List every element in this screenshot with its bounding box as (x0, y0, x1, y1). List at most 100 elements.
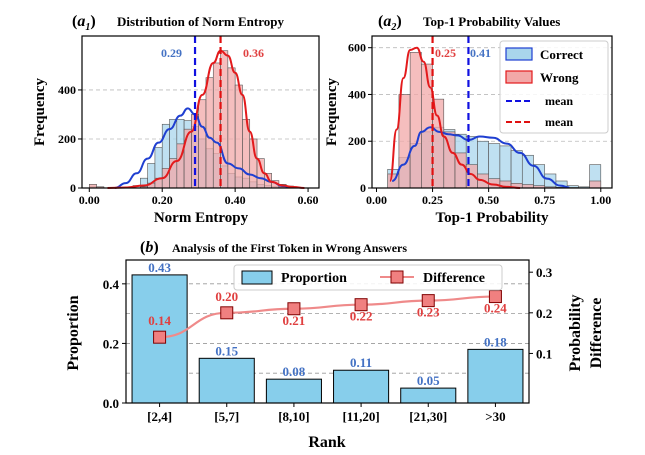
a2-legend-wrong-swatch (505, 70, 533, 84)
panel-a2: (a2) Top-1 Probability Values 0.00 0.25 0.… (324, 13, 613, 226)
a2-bar-wrong (421, 63, 433, 189)
a1-plot-frame (81, 35, 320, 189)
a2-legend-mean-red-label: mean (545, 115, 573, 129)
a2-legend-box (499, 40, 609, 134)
a1-xtick-label: 0.60 (298, 193, 319, 207)
b-bar-value-label: 0.18 (484, 334, 507, 349)
a2-legend-wrong-label: Wrong (540, 70, 579, 85)
a2-xtick-label: 1.00 (590, 193, 611, 207)
b-difference-value-label: 0.21 (283, 313, 306, 328)
a2-mean-correct-label: 0.41 (470, 46, 491, 60)
a1-title: Distribution of Norm Entropy (117, 14, 284, 29)
a1-bar-wrong (227, 67, 236, 189)
a1-ytick-label: 0 (70, 181, 76, 195)
b-bar-value-label: 0.08 (283, 364, 306, 379)
a2-mean-lines (431, 36, 470, 188)
a2-ytick-label: 200 (348, 134, 366, 148)
b-xtick-label: [5,7] (214, 409, 239, 424)
a2-plot-frame (371, 35, 613, 189)
a2-ytick-label: 0 (360, 181, 366, 195)
a1-bar-wrong (198, 99, 207, 189)
b-difference-marker (287, 302, 301, 316)
b-bar (265, 378, 322, 404)
a1-mean-lines (193, 36, 222, 188)
b-title-label: (b) (140, 239, 159, 256)
b-bar (400, 387, 457, 404)
b-y-ticks-left: 0.0 0.2 0.4 (103, 277, 126, 411)
b-legend-difference-label: Difference (423, 271, 485, 286)
a1-xtick-label: 0.40 (225, 193, 246, 207)
a2-legend-mean-blue-label: mean (545, 94, 573, 108)
b-ylabel-right-line1: Probability (567, 294, 584, 371)
a2-xtick-label: 0.00 (366, 193, 387, 207)
b-difference-marker (421, 294, 435, 308)
b-ylabel-left: Proportion (65, 295, 82, 370)
b-ylabel-right-line2: Difference (588, 298, 605, 369)
a2-title: Top-1 Probability Values (423, 14, 560, 29)
a2-xtick-label: 0.25 (422, 193, 443, 207)
a2-title-label: (a2) (378, 13, 402, 33)
a1-ytick-label: 200 (58, 132, 76, 146)
b-proportion-bars (131, 274, 524, 404)
panel-b: (b) Analysis of the First Token in Wrong… (65, 239, 605, 451)
b-ytick-label: 0.0 (103, 396, 119, 411)
panel-a1: (a1) Distribution of Norm Entropy 0.00 0.… (32, 13, 320, 226)
a1-ylabel: Frequency (32, 77, 48, 146)
b-legend: Proportion Difference (233, 264, 503, 291)
a1-kde-correct (114, 107, 294, 189)
b-legend-difference-marker (390, 270, 404, 284)
a1-xtick-label: 0.00 (79, 193, 100, 207)
b-bar (333, 369, 390, 404)
b-proportion-labels: 0.43 0.15 0.08 0.11 0.05 0.18 (148, 260, 507, 388)
b-title: Analysis of the First Token in Wrong Ans… (172, 241, 407, 255)
b-difference-value-label: 0.24 (484, 301, 507, 316)
a1-grid (82, 89, 319, 140)
a1-xtick-label: 0.20 (152, 193, 173, 207)
b-legend-box (233, 264, 503, 291)
a2-legend-correct-label: Correct (540, 47, 584, 62)
a1-xlabel: Norm Entropy (154, 210, 249, 226)
a2-kde-wrong (388, 46, 521, 189)
b-y2tick-label: 0.2 (536, 306, 552, 321)
b-bar (467, 348, 524, 404)
b-y2tick-label: 0.3 (536, 265, 553, 280)
b-bar-value-label: 0.05 (417, 373, 440, 388)
a1-bar-wrong (234, 84, 243, 189)
a2-legend: Correct Wrong mean mean (499, 40, 609, 134)
b-difference-curve (159, 295, 496, 339)
b-difference-line (153, 290, 502, 344)
a1-mean-wrong-label: 0.36 (243, 46, 264, 60)
a2-legend-correct-swatch (505, 47, 533, 61)
a1-ytick-label: 400 (58, 83, 76, 97)
b-difference-marker (488, 290, 502, 304)
b-legend-proportion-swatch (241, 270, 273, 285)
a2-bar-wrong (589, 180, 602, 189)
a2-ytick-label: 400 (348, 87, 366, 101)
b-difference-value-label: 0.14 (148, 313, 171, 328)
a2-bar-correct (510, 150, 523, 189)
b-bar-value-label: 0.11 (350, 355, 372, 370)
b-ytick-label: 0.2 (103, 336, 119, 351)
b-x-ticks: [2,4] [5,7] [8,10] [11,20] [21,30] >30 (147, 403, 506, 424)
b-difference-marker (354, 298, 368, 312)
b-plot-frame (125, 259, 530, 404)
b-xtick-label: [2,4] (147, 409, 172, 424)
a1-kde-wrong (107, 49, 305, 189)
a2-xlabel: Top-1 Probability (436, 210, 549, 226)
b-difference-marker (153, 330, 167, 344)
a2-ytick-label: 600 (348, 41, 366, 55)
b-difference-labels: 0.14 0.20 0.21 0.22 0.23 0.24 (148, 289, 507, 328)
a1-x-ticks: 0.00 0.20 0.40 0.60 (79, 188, 319, 207)
b-y-ticks-right: 0.1 0.2 0.3 (529, 265, 553, 361)
a2-bar-wrong (443, 131, 456, 189)
a2-histogram-bars (387, 52, 602, 189)
b-bar-value-label: 0.43 (148, 260, 171, 275)
b-xtick-label: [21,30] (409, 409, 447, 424)
a2-bar-wrong (432, 98, 445, 189)
b-xtick-label: [8,10] (278, 409, 309, 424)
b-bar-value-label: 0.15 (215, 343, 238, 358)
b-difference-value-label: 0.22 (350, 309, 373, 324)
b-xtick-label: [11,20] (342, 409, 379, 424)
a2-xtick-label: 0.50 (478, 193, 499, 207)
